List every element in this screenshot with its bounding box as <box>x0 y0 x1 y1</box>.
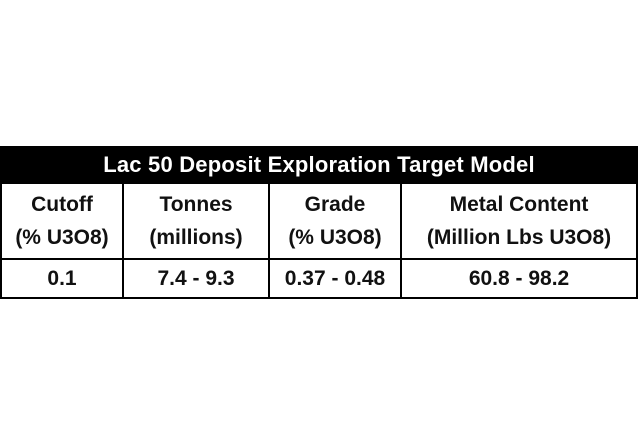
column-header-tonnes: Tonnes (millions) <box>122 182 270 260</box>
header-label: Cutoff <box>31 193 93 216</box>
cell-cutoff: 0.1 <box>0 258 124 299</box>
table-title: Lac 50 Deposit Exploration Target Model <box>0 146 639 184</box>
title-row: Lac 50 Deposit Exploration Target Model <box>0 146 639 184</box>
header-row: Cutoff (% U3O8) Tonnes (millions) Grade … <box>0 182 639 260</box>
header-unit: (% U3O8) <box>288 226 382 249</box>
header-unit: (% U3O8) <box>15 226 109 249</box>
header-label: Grade <box>304 193 366 216</box>
cell-metal-content: 60.8 - 98.2 <box>399 258 639 299</box>
cell-grade: 0.37 - 0.48 <box>268 258 402 299</box>
header-unit: (millions) <box>149 226 243 249</box>
header-label: Metal Content <box>449 193 589 216</box>
header-label: Tonnes <box>159 193 233 216</box>
column-header-grade: Grade (% U3O8) <box>268 182 402 260</box>
table-row: 0.1 7.4 - 9.3 0.37 - 0.48 60.8 - 98.2 <box>0 258 639 299</box>
header-unit: (Million Lbs U3O8) <box>426 226 612 249</box>
cell-tonnes: 7.4 - 9.3 <box>122 258 270 299</box>
exploration-target-table: Lac 50 Deposit Exploration Target Model … <box>0 146 639 299</box>
column-header-metal-content: Metal Content (Million Lbs U3O8) <box>399 182 639 260</box>
column-header-cutoff: Cutoff (% U3O8) <box>0 182 124 260</box>
